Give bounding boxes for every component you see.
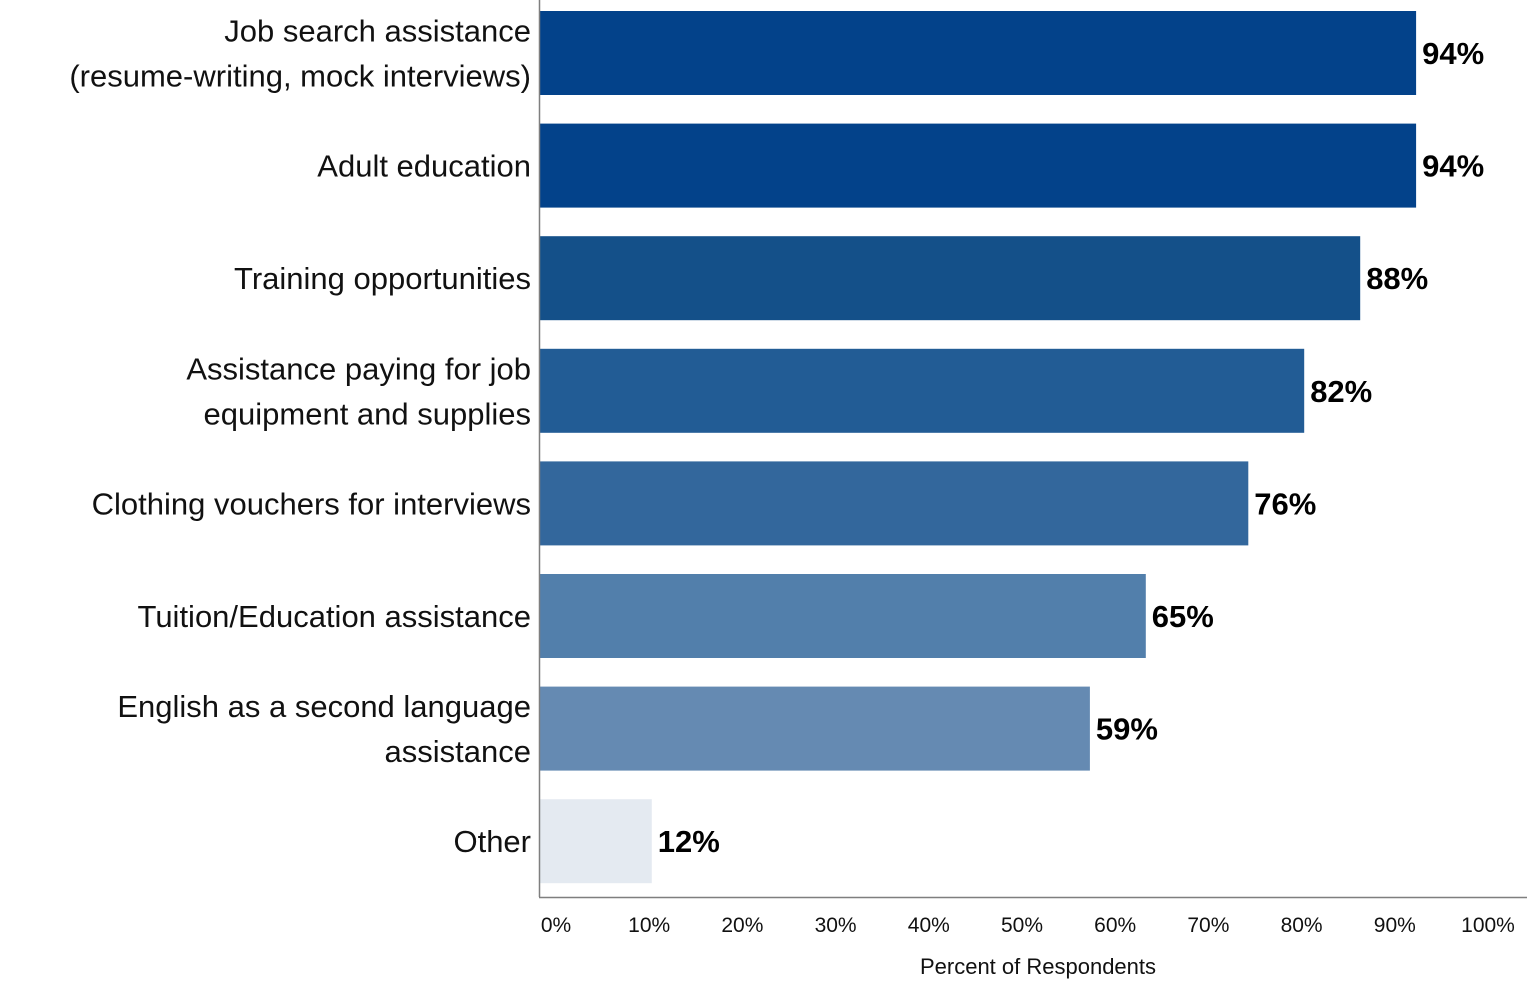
bar	[540, 236, 1360, 320]
data-label: 76%	[1254, 486, 1316, 521]
x-tick-label: 0%	[541, 914, 571, 937]
x-axis-title: Percent of Respondents	[920, 954, 1156, 979]
category-label: Other	[453, 824, 531, 859]
data-label: 82%	[1310, 374, 1372, 409]
bar	[540, 349, 1304, 433]
data-label: 65%	[1152, 599, 1214, 634]
x-tick-label: 50%	[1001, 914, 1043, 937]
x-tick-label: 20%	[721, 914, 763, 937]
category-label: Clothing vouchers for interviews	[92, 486, 531, 521]
x-tick-label: 80%	[1281, 914, 1323, 937]
bar	[540, 799, 652, 883]
x-tick-label: 40%	[908, 914, 950, 937]
x-tick-label: 60%	[1094, 914, 1136, 937]
category-label: Job search assistance	[224, 14, 531, 49]
x-tick-labels: 0% 10% 20% 30% 40% 50% 60% 70% 80% 90% 100%	[541, 914, 1515, 937]
category-label: equipment and supplies	[204, 396, 531, 431]
bar	[540, 574, 1146, 658]
category-label: Tuition/Education assistance	[138, 599, 531, 634]
x-tick-label: 70%	[1187, 914, 1229, 937]
x-tick-label: 30%	[815, 914, 857, 937]
category-label: Training opportunities	[234, 261, 531, 296]
category-label: Adult education	[317, 149, 531, 184]
bar	[540, 11, 1416, 95]
data-label: 94%	[1422, 149, 1484, 184]
category-labels-layer: Job search assistance (resume-writing, mo…	[69, 14, 531, 860]
data-label: 94%	[1422, 36, 1484, 71]
x-tick-label: 10%	[628, 914, 670, 937]
bars-layer	[540, 11, 1416, 883]
data-label: 88%	[1366, 261, 1428, 296]
category-label: Assistance paying for job	[186, 351, 531, 386]
x-tick-label: 90%	[1374, 914, 1416, 937]
category-label: assistance	[385, 734, 531, 769]
data-label: 12%	[658, 824, 720, 859]
bar	[540, 687, 1090, 771]
x-tick-label: 100%	[1461, 914, 1515, 937]
category-label: English as a second language	[117, 689, 531, 724]
bar	[540, 124, 1416, 208]
bar	[540, 461, 1248, 545]
data-label: 59%	[1096, 712, 1158, 747]
category-label: (resume-writing, mock interviews)	[69, 59, 531, 94]
